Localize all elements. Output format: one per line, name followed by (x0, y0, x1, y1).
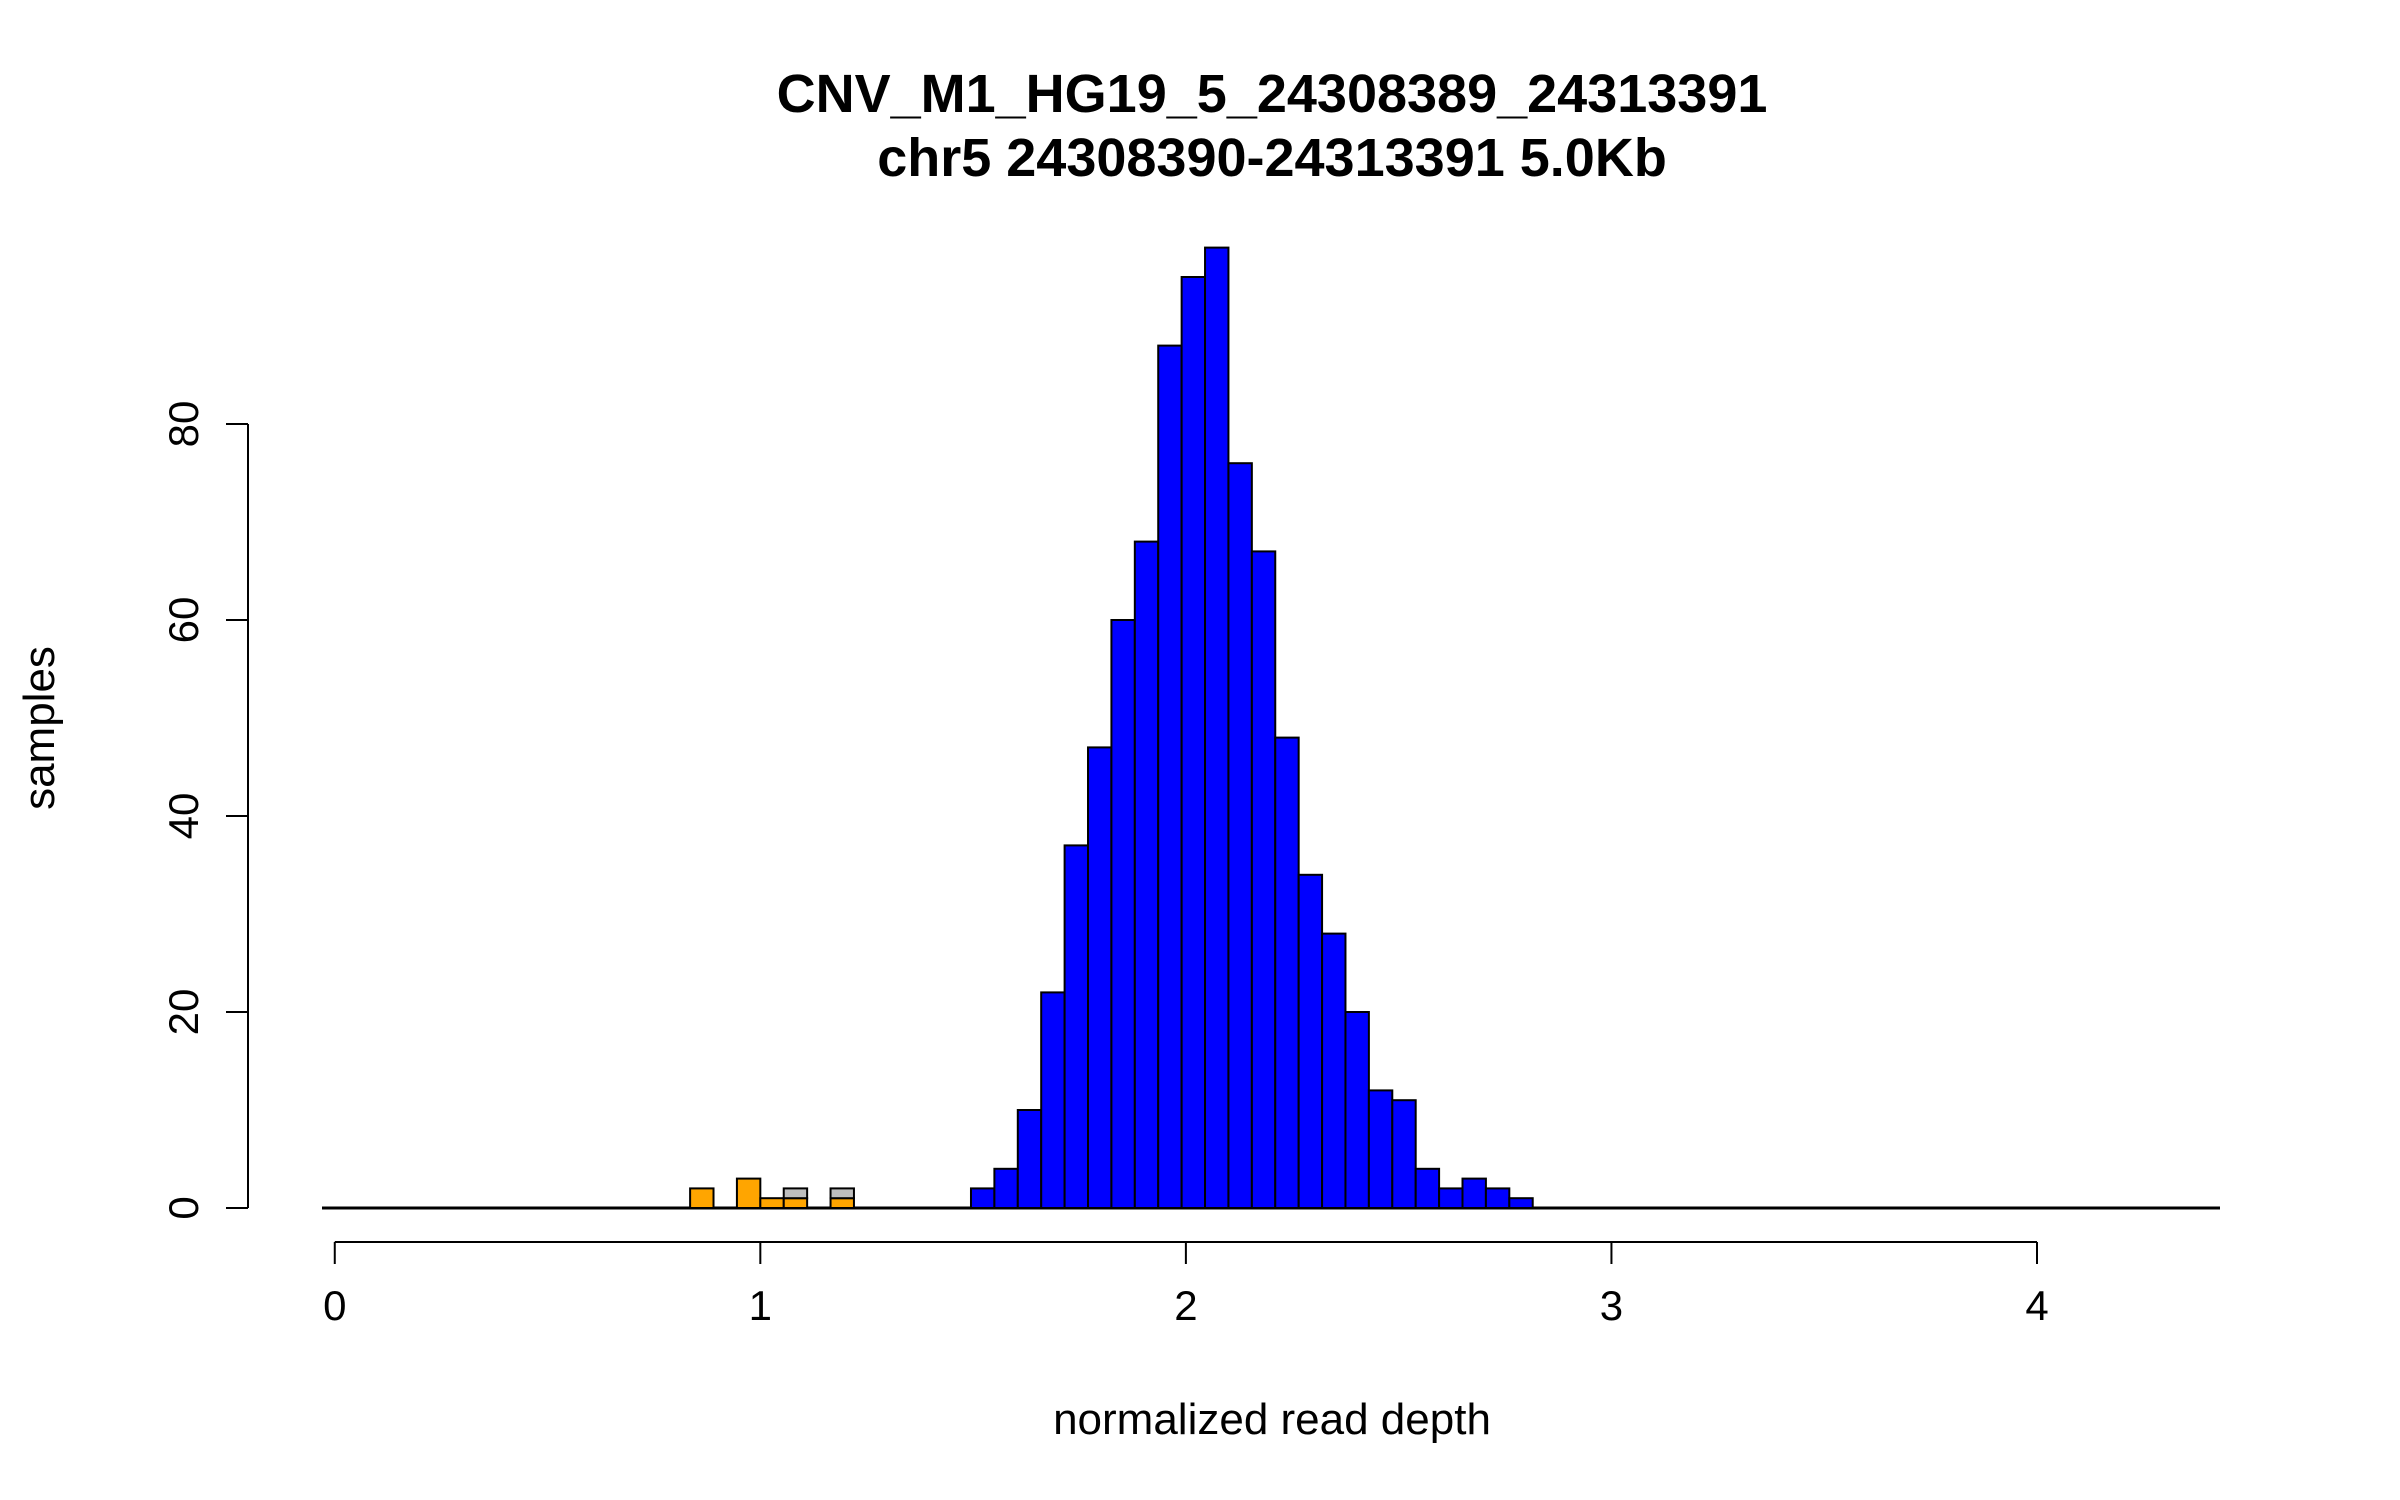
chart-subtitle: chr5 24308390-24313391 5.0Kb (877, 128, 1667, 188)
bar-normal-16 (1344, 1011, 1370, 1209)
bar-normal-9 (1180, 276, 1207, 1209)
bar-normal-17 (1367, 1089, 1394, 1210)
bar-normal-18 (1391, 1099, 1417, 1209)
bar-normal-20 (1438, 1187, 1464, 1210)
x-axis-label: normalized read depth (1053, 1395, 1491, 1444)
x-tick-label-0: 0 (323, 1282, 346, 1329)
bar-deletion-4 (829, 1197, 855, 1209)
y-tick-label-80: 80 (160, 401, 207, 448)
bar-other-1 (829, 1187, 855, 1200)
bar-normal-13 (1274, 736, 1300, 1209)
x-tick-label-3: 3 (1600, 1282, 1623, 1329)
y-tick-label-0: 0 (160, 1196, 207, 1219)
y-tick-label-60: 60 (160, 597, 207, 644)
y-tick-label-20: 20 (160, 989, 207, 1036)
bar-normal-14 (1297, 873, 1324, 1209)
y-tick-label-40: 40 (160, 793, 207, 840)
plot-area (322, 246, 2220, 1210)
bar-normal-23 (1508, 1197, 1534, 1209)
bar-normal-12 (1250, 550, 1277, 1209)
bar-normal-22 (1484, 1187, 1511, 1210)
bar-normal-4 (1063, 844, 1090, 1210)
chart-title: CNV_M1_HG19_5_24308389_24313391 (777, 64, 1768, 124)
bar-normal-21 (1461, 1177, 1487, 1209)
bar-normal-19 (1414, 1167, 1441, 1210)
bar-normal-10 (1204, 246, 1230, 1210)
bar-normal-8 (1157, 344, 1183, 1210)
bar-normal-1 (993, 1167, 1019, 1210)
bar-normal-5 (1087, 746, 1113, 1210)
bar-normal-7 (1133, 540, 1160, 1209)
bar-normal-15 (1321, 932, 1347, 1209)
bar-deletion-1 (735, 1177, 762, 1209)
x-tick-label-4: 4 (2025, 1282, 2048, 1329)
bar-deletion-2 (759, 1197, 785, 1209)
x-tick-label-2: 2 (1174, 1282, 1197, 1329)
bar-normal-3 (1040, 991, 1066, 1210)
bar-normal-6 (1110, 619, 1136, 1209)
bar-normal-11 (1227, 462, 1253, 1209)
bar-normal-2 (1016, 1109, 1043, 1209)
bar-normal-0 (969, 1187, 996, 1210)
y-axis-label: samples (15, 646, 64, 810)
bar-other-0 (782, 1187, 809, 1200)
x-tick-label-1: 1 (749, 1282, 772, 1329)
bar-deletion-3 (782, 1197, 809, 1209)
bar-deletion-0 (689, 1187, 715, 1210)
